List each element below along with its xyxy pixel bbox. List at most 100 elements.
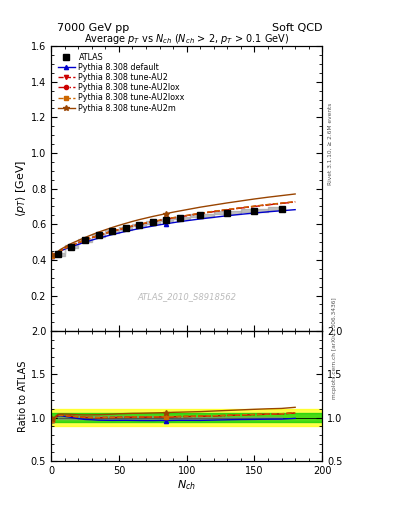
Pythia 8.308 tune-AU2 [103,230,108,236]
Pythia 8.308 tune-AU2m [178,208,182,214]
Pythia 8.308 tune-AU2m [103,227,108,233]
Bar [51,413,322,422]
Line: Pythia 8.308 tune-AU2: Pythia 8.308 tune-AU2 [50,200,297,258]
Pythia 8.308 tune-AU2loxx [123,225,128,231]
Pythia 8.308 default [293,207,298,213]
Pythia 8.308 tune-AU2 [252,203,257,209]
Pythia 8.308 tune-AU2loxx [96,232,101,239]
Pythia 8.308 tune-AU2loxx [137,221,141,227]
Pythia 8.308 tune-AU2lox [90,234,94,241]
Pythia 8.308 tune-AU2loxx [58,248,63,254]
Text: ATLAS_2010_S8918562: ATLAS_2010_S8918562 [137,292,236,302]
ATLAS [55,251,60,258]
ATLAS [198,212,203,218]
Pythia 8.308 tune-AU2m [70,240,75,246]
Pythia 8.308 tune-AU2loxx [83,237,87,243]
Pythia 8.308 tune-AU2m [137,217,141,223]
Pythia 8.308 default [62,246,67,252]
Pythia 8.308 tune-AU2lox [211,208,216,215]
Pythia 8.308 default [70,243,75,249]
Text: mcplots.cern.ch [arXiv:1306.3436]: mcplots.cern.ch [arXiv:1306.3436] [332,297,337,399]
Pythia 8.308 tune-AU2lox [137,222,141,228]
Pythia 8.308 tune-AU2 [178,214,182,220]
ATLAS [225,209,230,216]
Pythia 8.308 tune-AU2loxx [239,205,243,211]
Pythia 8.308 tune-AU2 [58,247,63,253]
Y-axis label: Ratio to ATLAS: Ratio to ATLAS [18,360,28,432]
Pythia 8.308 tune-AU2lox [110,228,114,234]
Pythia 8.308 tune-AU2m [151,214,155,220]
Pythia 8.308 tune-AU2loxx [252,203,257,209]
Pythia 8.308 default [110,231,114,238]
Pythia 8.308 tune-AU2lox [184,212,189,219]
Pythia 8.308 tune-AU2 [164,216,169,222]
Pythia 8.308 tune-AU2 [151,219,155,225]
Pythia 8.308 tune-AU2 [66,243,71,249]
Pythia 8.308 default [50,253,55,260]
ATLAS [96,232,101,239]
ATLAS [83,237,87,243]
Pythia 8.308 tune-AU2 [62,245,67,251]
X-axis label: $N_{ch}$: $N_{ch}$ [177,478,196,492]
Pythia 8.308 tune-AU2m [123,220,128,226]
Pythia 8.308 default [55,250,60,256]
ATLAS [110,228,114,234]
Pythia 8.308 tune-AU2 [90,234,94,241]
ATLAS [151,219,155,225]
Pythia 8.308 tune-AU2loxx [279,200,284,206]
Pythia 8.308 tune-AU2lox [130,223,135,229]
Pythia 8.308 tune-AU2loxx [144,220,149,226]
Pythia 8.308 tune-AU2loxx [76,240,81,246]
Pythia 8.308 tune-AU2m [66,242,71,248]
Pythia 8.308 tune-AU2m [157,212,162,218]
Pythia 8.308 default [164,221,169,227]
Pythia 8.308 tune-AU2 [110,228,114,234]
Pythia 8.308 tune-AU2loxx [130,223,135,229]
Text: 7000 GeV pp: 7000 GeV pp [57,23,129,33]
Pythia 8.308 tune-AU2loxx [171,215,175,221]
ATLAS [178,215,182,221]
Pythia 8.308 tune-AU2 [239,205,243,211]
Pythia 8.308 tune-AU2 [198,210,203,217]
Pythia 8.308 default [211,214,216,220]
Pythia 8.308 tune-AU2 [76,240,81,246]
Pythia 8.308 tune-AU2 [225,207,230,213]
Pythia 8.308 tune-AU2lox [266,202,270,208]
Pythia 8.308 tune-AU2 [130,223,135,229]
Pythia 8.308 default [116,230,121,236]
Pythia 8.308 tune-AU2loxx [53,251,57,258]
Pythia 8.308 tune-AU2 [293,199,298,205]
Pythia 8.308 tune-AU2m [62,244,67,250]
ATLAS [279,205,284,211]
Pythia 8.308 tune-AU2lox [144,220,149,226]
Pythia 8.308 tune-AU2loxx [70,242,75,248]
Pythia 8.308 default [171,220,175,226]
Pythia 8.308 tune-AU2m [252,196,257,202]
Title: Average $p_T$ vs $N_{ch}$ ($N_{ch}$ > 2, $p_T$ > 0.1 GeV): Average $p_T$ vs $N_{ch}$ ($N_{ch}$ > 2,… [84,32,289,46]
Pythia 8.308 tune-AU2m [55,248,60,254]
Pythia 8.308 default [151,223,155,229]
Pythia 8.308 default [123,228,128,234]
Pythia 8.308 tune-AU2loxx [225,206,230,212]
Pythia 8.308 default [53,251,57,258]
Pythia 8.308 tune-AU2loxx [50,253,55,259]
Pythia 8.308 default [103,233,108,240]
Pythia 8.308 tune-AU2lox [123,225,128,231]
Pythia 8.308 default [198,216,203,222]
Y-axis label: $\langle p_T \rangle$ [GeV]: $\langle p_T \rangle$ [GeV] [14,160,28,217]
Pythia 8.308 tune-AU2lox [50,253,55,259]
Pythia 8.308 tune-AU2loxx [198,210,203,216]
Pythia 8.308 default [279,208,284,214]
Pythia 8.308 tune-AU2 [171,215,175,221]
ATLAS [69,244,74,250]
Pythia 8.308 tune-AU2lox [178,214,182,220]
Pythia 8.308 tune-AU2loxx [116,226,121,232]
Pythia 8.308 default [90,237,94,243]
Pythia 8.308 tune-AU2m [225,200,230,206]
Pythia 8.308 tune-AU2 [279,200,284,206]
Line: ATLAS: ATLAS [55,206,285,257]
Pythia 8.308 tune-AU2loxx [103,230,108,236]
Pythia 8.308 default [66,244,71,250]
Pythia 8.308 default [137,225,141,231]
Pythia 8.308 tune-AU2loxx [90,234,94,241]
